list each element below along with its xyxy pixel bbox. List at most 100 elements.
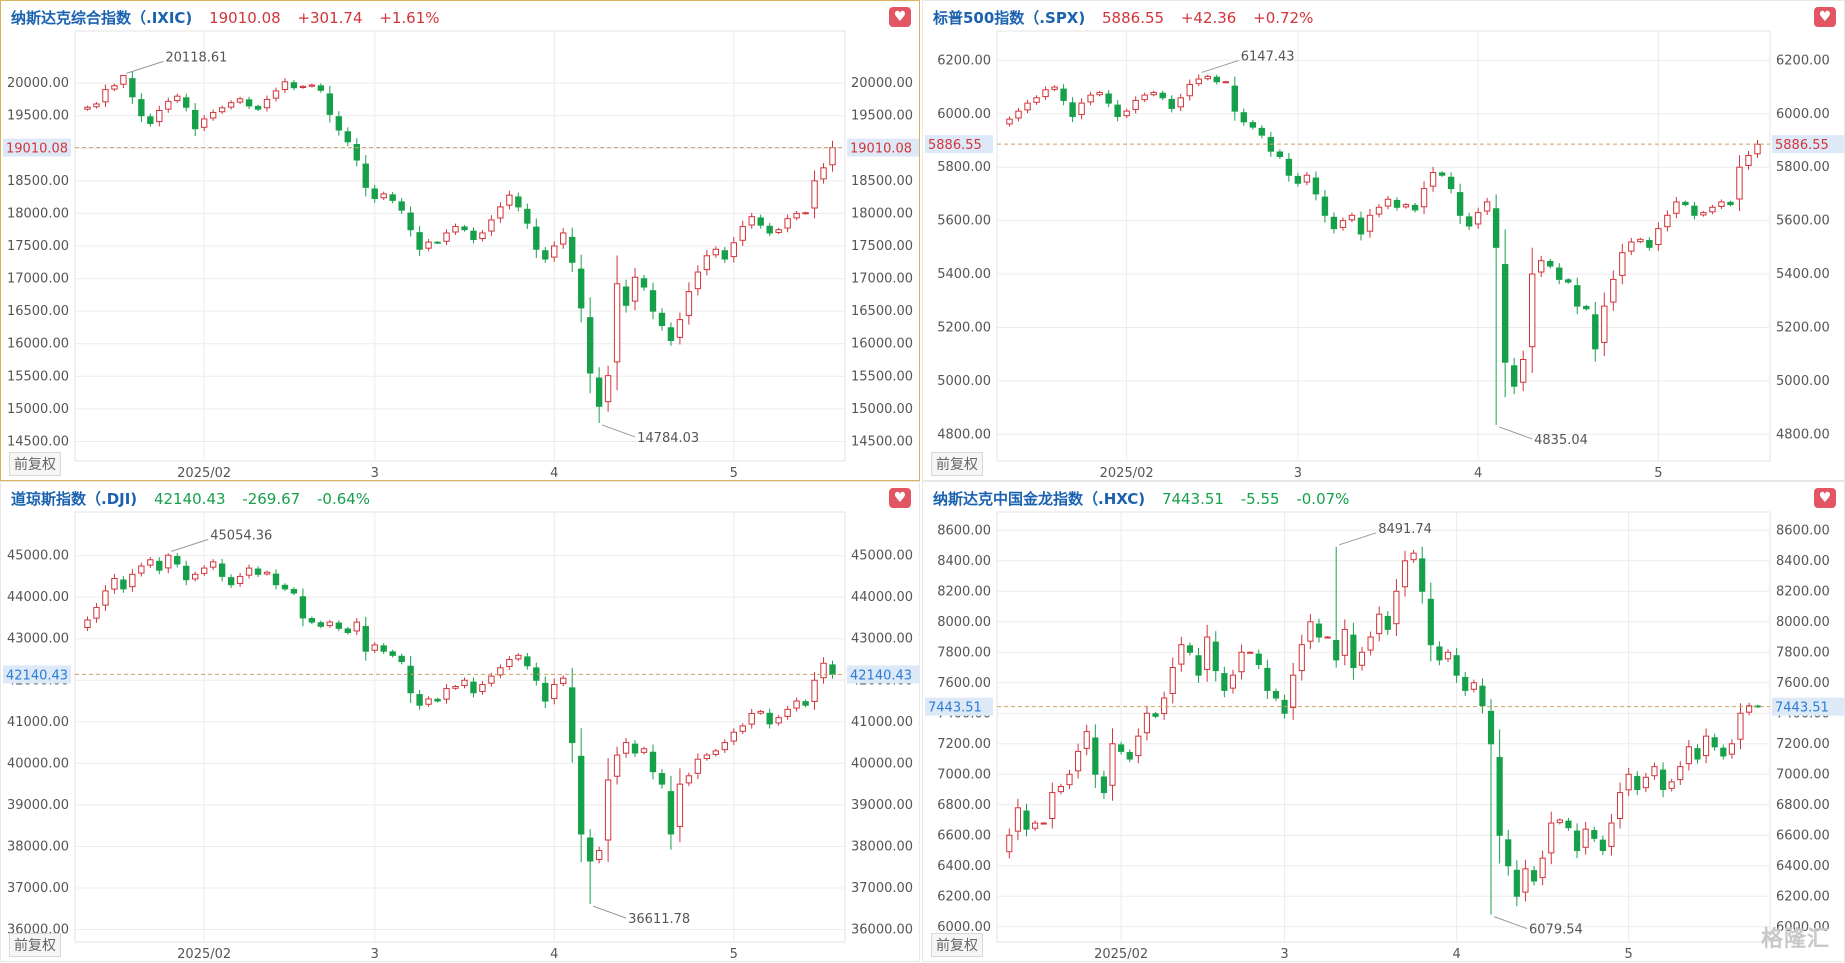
candle <box>1255 649 1262 670</box>
x-tick-label: 2025/02 <box>1094 947 1148 962</box>
adjust-toggle[interactable]: 前复权 <box>931 452 983 476</box>
index-name[interactable]: 道琼斯指数（.DJI) <box>11 490 138 508</box>
chart-panel-ixic[interactable]: 纳斯达克综合指数（.IXIC) 19010.08 +301.74 +1.61% … <box>0 0 920 481</box>
candle <box>93 602 100 623</box>
adjust-toggle[interactable]: 前复权 <box>931 933 983 957</box>
candle <box>192 571 199 582</box>
high-annotation: 20118.61 <box>165 50 227 65</box>
y-tick-label-right: 37000.00 <box>851 881 913 896</box>
y-tick-label-right: 15500.00 <box>851 369 913 384</box>
candle <box>1186 79 1193 101</box>
candle <box>479 681 486 695</box>
candle <box>299 85 307 89</box>
x-tick-label: 4 <box>1452 947 1460 962</box>
candle <box>640 746 648 755</box>
adjust-toggle[interactable]: 前复权 <box>9 933 61 957</box>
candle <box>488 215 495 236</box>
candle <box>461 225 468 232</box>
index-name[interactable]: 纳斯达克中国金龙指数（.HXC) <box>933 490 1146 508</box>
candle <box>335 620 343 632</box>
candle <box>1367 631 1374 656</box>
candle <box>667 775 675 850</box>
candle <box>1718 199 1725 209</box>
chart-panel-spx[interactable]: 标普500指数（.SPX) 5886.55 +42.36 +0.72% ♥ 62… <box>922 0 1845 481</box>
adjust-toggle[interactable]: 前复权 <box>9 452 61 476</box>
candle <box>802 211 809 215</box>
candle <box>254 566 262 578</box>
candle <box>667 322 675 346</box>
candle <box>254 104 262 112</box>
candle <box>658 768 666 789</box>
candle <box>811 671 818 710</box>
candle <box>443 683 450 704</box>
candle <box>353 618 360 635</box>
candle <box>245 96 253 109</box>
candle <box>685 282 693 325</box>
candle <box>766 223 773 237</box>
y-tick-label-right: 8600.00 <box>1776 523 1830 538</box>
candle <box>712 748 720 757</box>
candlestick-chart: 20000.0020000.0019500.0019500.0019000.00… <box>3 30 919 481</box>
candle <box>1429 166 1437 192</box>
index-name[interactable]: 标普500指数（.SPX) <box>933 9 1086 27</box>
candle <box>308 616 316 625</box>
candle <box>1677 761 1684 786</box>
y-tick-label-left: 6400.00 <box>937 859 991 874</box>
candle <box>1483 197 1491 216</box>
candle <box>721 739 728 754</box>
candle <box>1427 582 1434 662</box>
heart-icon[interactable]: ♥ <box>889 488 911 508</box>
y-tick-label-right: 7600.00 <box>1776 676 1830 691</box>
candle <box>1522 859 1529 902</box>
high-leader <box>126 60 164 74</box>
y-tick-label-left: 17500.00 <box>7 239 69 254</box>
candle <box>470 677 477 698</box>
y-tick-label-right: 8000.00 <box>1776 615 1830 630</box>
last-price-tag-left: 42140.43 <box>6 668 68 683</box>
y-tick-label-right: 17500.00 <box>851 239 913 254</box>
last-price-tag-right: 42140.43 <box>850 668 912 683</box>
candle <box>371 642 378 654</box>
y-tick-label-right: 6000.00 <box>1776 920 1830 935</box>
chart-panel-dji[interactable]: 道琼斯指数（.DJI) 42140.43 -269.67 -0.64% ♥ 45… <box>0 481 920 962</box>
heart-icon[interactable]: ♥ <box>1814 7 1836 27</box>
candle <box>1221 666 1228 698</box>
candle <box>1530 866 1538 886</box>
y-tick-label-left: 8400.00 <box>937 554 991 569</box>
heart-icon[interactable]: ♥ <box>889 7 911 27</box>
candle <box>1411 202 1419 213</box>
candle <box>1330 212 1338 234</box>
candle <box>676 312 684 345</box>
candle <box>1092 724 1099 788</box>
y-tick-label-left: 6200.00 <box>937 889 991 904</box>
y-tick-label-right: 6000.00 <box>1776 107 1830 122</box>
y-tick-label-right: 17000.00 <box>851 272 913 287</box>
x-tick-label: 4 <box>550 466 558 481</box>
candle <box>236 573 244 587</box>
candle <box>1006 116 1013 127</box>
candle <box>1745 151 1752 170</box>
candle <box>1152 711 1159 719</box>
plot-frame <box>996 30 1771 462</box>
candle <box>1272 688 1280 702</box>
candle <box>1333 546 1340 668</box>
candle <box>1682 200 1689 207</box>
candle <box>434 241 441 244</box>
candle <box>1538 255 1545 277</box>
chart-panel-hxc[interactable]: 纳斯达克中国金龙指数（.HXC) 7443.51 -5.55 -0.07% ♥ … <box>922 481 1845 962</box>
y-tick-label-left: 41000.00 <box>7 715 69 730</box>
candle <box>245 564 253 579</box>
heart-icon[interactable]: ♥ <box>1814 488 1836 508</box>
candle <box>272 87 280 102</box>
index-name[interactable]: 纳斯达克综合指数（.IXIC) <box>11 9 193 27</box>
candle <box>1033 95 1040 105</box>
candle <box>1141 92 1148 103</box>
candle <box>1691 202 1698 220</box>
candle <box>1646 237 1653 251</box>
y-tick-label-right: 6200.00 <box>1776 53 1830 68</box>
last-price-tag-right: 19010.08 <box>850 142 912 157</box>
candle <box>721 246 728 263</box>
candle <box>479 230 486 242</box>
y-tick-label-left: 19500.00 <box>7 109 69 124</box>
y-tick-label-left: 15000.00 <box>7 402 69 417</box>
